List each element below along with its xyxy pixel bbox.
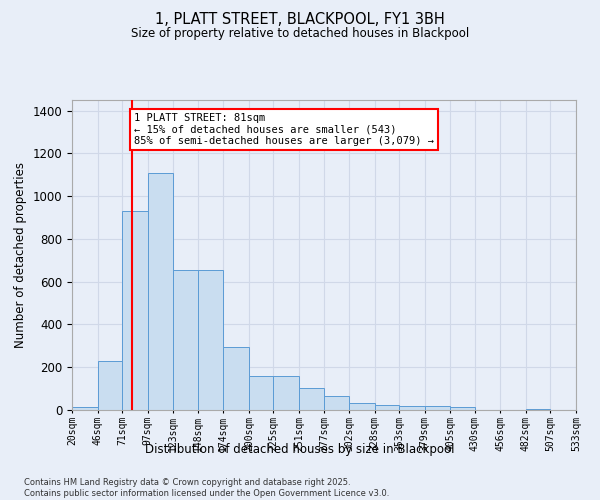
Bar (399, 406, 425, 410)
Text: Size of property relative to detached houses in Blackpool: Size of property relative to detached ho… (131, 28, 469, 40)
Bar (72, 407, 98, 410)
Bar (526, 409, 550, 410)
Bar (173, 270, 198, 410)
Bar (98, 361, 122, 410)
Text: 1, PLATT STREET, BLACKPOOL, FY1 3BH: 1, PLATT STREET, BLACKPOOL, FY1 3BH (155, 12, 445, 28)
Bar (425, 406, 450, 410)
Text: Contains HM Land Registry data © Crown copyright and database right 2025.
Contai: Contains HM Land Registry data © Crown c… (24, 478, 389, 498)
Text: Distribution of detached houses by size in Blackpool: Distribution of detached houses by size … (145, 442, 455, 456)
Bar (198, 270, 223, 410)
Bar (148, 172, 173, 410)
Bar (299, 388, 325, 410)
Bar (450, 407, 475, 410)
Bar (274, 376, 299, 410)
Bar (349, 402, 374, 410)
Y-axis label: Number of detached properties: Number of detached properties (14, 162, 27, 348)
Bar (122, 211, 148, 410)
Bar (325, 396, 349, 410)
Bar (223, 347, 249, 410)
Bar (374, 404, 399, 410)
Text: 1 PLATT STREET: 81sqm
← 15% of detached houses are smaller (543)
85% of semi-det: 1 PLATT STREET: 81sqm ← 15% of detached … (134, 113, 434, 146)
Bar (249, 376, 274, 410)
